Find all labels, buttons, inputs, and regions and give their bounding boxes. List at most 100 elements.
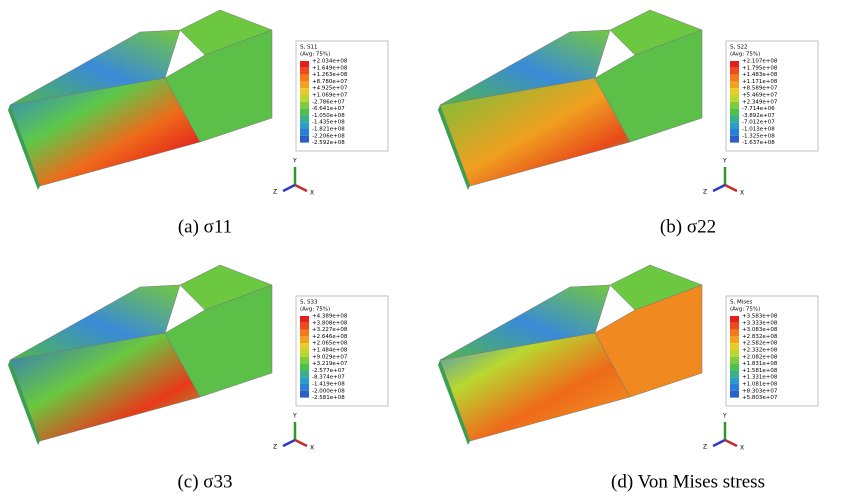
legend-color xyxy=(730,356,739,364)
legend-label: +1.331e+08 xyxy=(742,375,778,381)
triad-label: Y xyxy=(722,413,727,420)
legend-color xyxy=(300,356,309,364)
legend-color xyxy=(730,67,739,75)
legend-color xyxy=(730,95,739,102)
legend-subtitle: (Avg: 75%) xyxy=(730,52,760,58)
legend-color xyxy=(730,129,739,136)
legend-color xyxy=(730,115,739,123)
axis-z xyxy=(712,183,726,193)
legend-label: +1.484e+08 xyxy=(312,348,348,354)
legend-label: +1.581e+08 xyxy=(742,368,778,374)
triad-label: Z xyxy=(273,189,277,196)
legend-color xyxy=(730,81,739,89)
legend-label: -3.892e+07 xyxy=(742,113,775,119)
legend-label: +4.389e+08 xyxy=(312,314,348,320)
legend-color xyxy=(730,316,739,323)
axis-x xyxy=(294,438,308,448)
legend-label: -2.786e+07 xyxy=(312,99,345,105)
legend-label: -7.714e+06 xyxy=(742,106,775,112)
legend-title: S, S22 xyxy=(730,45,747,51)
triad-label: Y xyxy=(292,158,297,165)
legend-label: -6.641e+07 xyxy=(312,106,345,112)
legend-color xyxy=(300,81,309,89)
legend-color xyxy=(300,61,309,68)
axis-x xyxy=(294,183,308,193)
legend-color xyxy=(300,336,309,344)
legend-label: +1.069e+07 xyxy=(312,93,348,99)
legend-color xyxy=(300,363,309,371)
legend-color xyxy=(730,336,739,344)
legend-color xyxy=(300,377,309,384)
legend-color xyxy=(730,329,739,337)
legend-label: +4.925e+07 xyxy=(312,86,348,92)
caption: (b) σ22 xyxy=(660,216,716,237)
caption: (c) σ33 xyxy=(177,471,232,492)
legend-label: -1.419e+08 xyxy=(312,382,345,388)
legend-box xyxy=(725,40,819,152)
legend-color xyxy=(300,350,309,357)
legend-color xyxy=(300,74,309,82)
legend-label: +3.219e+07 xyxy=(312,361,348,367)
legend-label: +2.107e+08 xyxy=(742,59,778,65)
legend-color xyxy=(300,384,309,391)
legend-box xyxy=(725,295,819,407)
legend-label: -1.050e+08 xyxy=(312,113,345,119)
legend-label: +8.780e+07 xyxy=(312,79,348,85)
legend-label: +3.333e+08 xyxy=(742,320,778,326)
legend-color xyxy=(300,316,309,323)
legend-color xyxy=(730,390,739,398)
legend-color xyxy=(300,135,309,143)
legend-color xyxy=(300,370,309,378)
block-right-front xyxy=(594,29,703,143)
legend-label: +2.082e+08 xyxy=(742,354,778,360)
legend-title: S, Mises xyxy=(730,300,753,306)
panel: S, S22(Avg: 75%)+2.107e+08+1.795e+08+1.4… xyxy=(438,9,819,237)
panel: S, Mises(Avg: 75%)+3.583e+08+3.333e+08+3… xyxy=(438,264,819,492)
legend-label: -1.013e+08 xyxy=(742,127,775,133)
legend-label: +3.808e+08 xyxy=(312,320,348,326)
legend-box xyxy=(295,40,389,152)
legend-color xyxy=(730,74,739,82)
legend-label: +2.349e+07 xyxy=(742,99,778,105)
legend-color xyxy=(300,322,309,330)
legend-label: +1.263e+08 xyxy=(312,72,348,78)
legend-color xyxy=(730,108,739,116)
legend-label: +8.589e+07 xyxy=(742,86,778,92)
legend-label: +8.303e+07 xyxy=(742,388,778,394)
legend-color xyxy=(300,95,309,102)
legend-color xyxy=(730,322,739,330)
legend-color xyxy=(730,135,739,143)
legend-label: -1.637e+08 xyxy=(742,140,775,146)
caption: (a) σ11 xyxy=(178,216,232,237)
legend-label: +1.081e+08 xyxy=(742,382,778,388)
legend-color xyxy=(730,384,739,391)
legend-color xyxy=(300,108,309,116)
triad-label: X xyxy=(310,190,314,197)
legend-label: +3.583e+08 xyxy=(742,314,778,320)
triad-label: Y xyxy=(292,413,297,420)
legend-color xyxy=(730,61,739,68)
legend-color xyxy=(730,377,739,384)
axis-z xyxy=(712,438,726,448)
triad-label: Y xyxy=(722,158,727,165)
legend-label: +5.803e+07 xyxy=(742,395,778,401)
panel: S, S11(Avg: 75%)+2.034e+08+1.649e+08+1.2… xyxy=(8,9,389,237)
legend-color xyxy=(300,115,309,123)
block-right-front xyxy=(594,284,703,398)
axis-x xyxy=(724,438,738,448)
legend-label: -8.374e+07 xyxy=(312,375,345,381)
legend-label: +2.065e+08 xyxy=(312,341,348,347)
legend-label: -7.012e+07 xyxy=(742,120,775,126)
legend-label: -1.325e+08 xyxy=(742,133,775,139)
legend-label: -2.592e+08 xyxy=(312,140,345,146)
legend-subtitle: (Avg: 75%) xyxy=(300,307,330,313)
axis-z xyxy=(282,183,296,193)
triad-label: Z xyxy=(703,189,707,196)
legend-label: +2.582e+08 xyxy=(742,341,778,347)
legend-color xyxy=(730,343,739,350)
legend-color xyxy=(300,101,309,109)
legend-color xyxy=(300,343,309,350)
legend-label: +1.831e+08 xyxy=(742,361,778,367)
legend-color xyxy=(300,67,309,75)
